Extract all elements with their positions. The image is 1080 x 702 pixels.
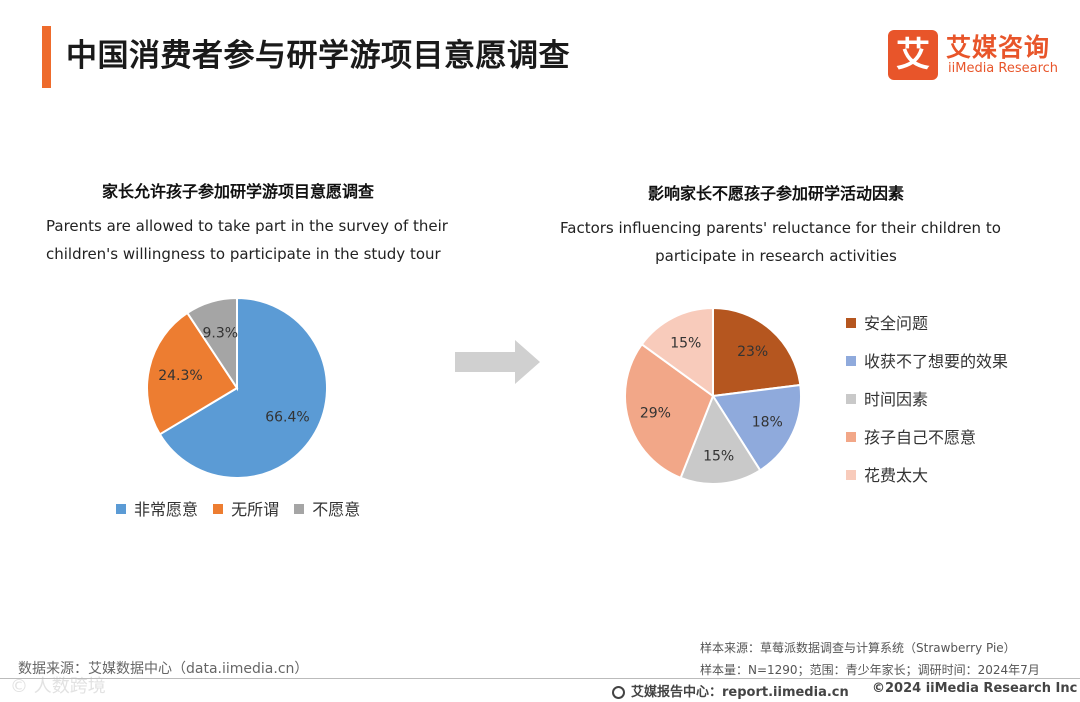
legend-label: 不愿意 [312, 500, 361, 519]
pie-chart-willingness: 66.4% 24.3% 9.3% [146, 296, 328, 479]
legend-item: 无所谓 [213, 496, 279, 520]
flow-arrow-icon [455, 340, 540, 384]
legend-swatch [294, 504, 305, 514]
footer-divider [0, 678, 1080, 679]
chart2-slice-1 [711, 383, 802, 472]
data-source: 数据来源：艾媒数据中心（data.iimedia.cn） [18, 661, 309, 677]
legend-swatch [846, 394, 856, 404]
copyright: ©2024 iiMedia Research Inc [872, 681, 1078, 696]
legend-item: 非常愿意 [116, 496, 198, 520]
logo-cn-text: 艾媒咨询 [946, 33, 1051, 62]
legend-item: 孩子自己不愿意 [846, 424, 1008, 462]
page-title: 中国消费者参与研学游项目意愿调查 [66, 38, 570, 74]
chart2-subtitle-line1: Factors influencing parents' reluctance … [560, 219, 1001, 237]
legend-item: 安全问题 [846, 310, 1008, 348]
chart2-data-label-4: 15% [670, 336, 701, 352]
sample-source: 样本来源：草莓派数据调查与计算系统（Strawberry Pie） [700, 641, 1016, 655]
chart2-subtitle-line2: participate in research activities [655, 247, 897, 265]
chart2-data-label-0: 23% [737, 344, 768, 360]
chart2-title: 影响家长不愿孩子参加研学活动因素 [647, 184, 904, 203]
chart1-slice-2 [185, 296, 238, 392]
chart1-slice-0 [158, 296, 328, 479]
sample-details: 样本量：N=1290；范围：青少年家长；调研时间：2024年7月 [700, 663, 1040, 677]
sample-info-block: 样本来源：草莓派数据调查与计算系统（Strawberry Pie） 样本量：N=… [700, 637, 1040, 681]
legend-swatch [846, 470, 856, 480]
chart2-data-label-3: 29% [640, 406, 671, 422]
chart1-title-block: 家长允许孩子参加研学游项目意愿调查 Parents are allowed to… [46, 178, 448, 268]
legend-swatch [116, 504, 126, 514]
legend-item: 花费太大 [846, 462, 1008, 500]
chart2-slice-2 [679, 393, 762, 485]
chart1-subtitle-line2: children's willingness to participate in… [46, 245, 441, 263]
globe-icon [612, 686, 625, 699]
legend-label: 花费太大 [864, 466, 929, 485]
logo-mark: 艾 [888, 30, 938, 80]
legend-swatch [846, 318, 856, 328]
legend-label: 时间因素 [864, 390, 929, 409]
report-center-text: 艾媒报告中心：report.iimedia.cn [631, 685, 849, 700]
chart1-legend: 非常愿意 无所谓 不愿意 [116, 496, 370, 520]
legend-label: 非常愿意 [134, 500, 199, 519]
legend-label: 安全问题 [864, 314, 929, 333]
legend-label: 收获不了想要的效果 [864, 352, 1009, 371]
legend-label: 孩子自己不愿意 [864, 428, 977, 447]
legend-item: 收获不了想要的效果 [846, 348, 1008, 386]
watermark: © 人数跨境 [10, 676, 106, 697]
chart1-data-label-0: 66.4% [265, 410, 309, 426]
legend-label: 无所谓 [231, 500, 280, 519]
chart2-slice-3 [624, 342, 715, 480]
title-accent-bar [42, 26, 51, 88]
legend-swatch [846, 432, 856, 442]
chart1-subtitle-line1: Parents are allowed to take part in the … [46, 217, 448, 235]
legend-swatch [213, 504, 224, 514]
chart1-slice-1 [146, 311, 239, 436]
chart2-title-block: 影响家长不愿孩子参加研学活动因素 Factors influencing par… [560, 180, 1001, 270]
chart1-data-label-2: 9.3% [203, 325, 239, 341]
pie-chart-reluctance-factors: 23% 18% 15% 29% 15% [624, 306, 802, 485]
legend-item: 时间因素 [846, 386, 1008, 424]
chart2-data-label-1: 18% [752, 415, 783, 431]
chart1-data-label-1: 24.3% [158, 368, 202, 384]
chart2-data-label-2: 15% [703, 449, 734, 465]
chart2-legend: 安全问题 收获不了想要的效果 时间因素 孩子自己不愿意 花费太大 [846, 310, 1008, 500]
iimedia-logo: 艾 艾媒咨询 iiMedia Research [888, 30, 1063, 80]
legend-swatch [846, 356, 856, 366]
legend-item: 不愿意 [294, 496, 360, 520]
chart2-slice-4 [640, 306, 714, 398]
report-center-link[interactable]: 艾媒报告中心：report.iimedia.cn [612, 681, 849, 700]
chart1-title: 家长允许孩子参加研学游项目意愿调查 [101, 182, 374, 201]
chart2-slice-0 [712, 306, 802, 398]
logo-en-text: iiMedia Research [948, 61, 1059, 76]
